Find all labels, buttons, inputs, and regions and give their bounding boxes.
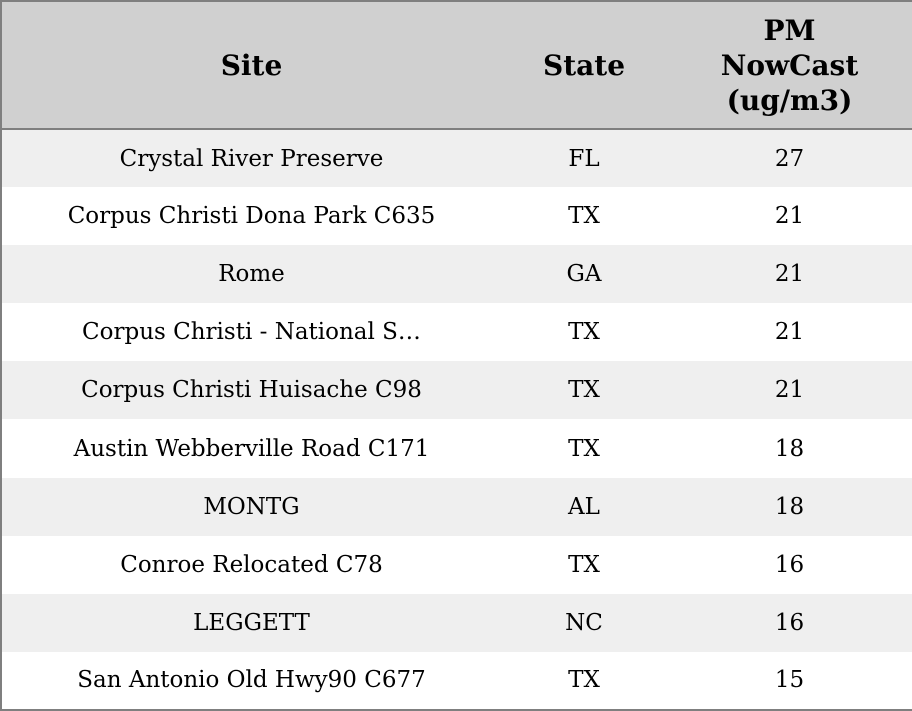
pm-nowcast-cell: 18 (774, 493, 805, 520)
state-cell: FL (568, 145, 600, 172)
table-row: Conroe Relocated C78 TX 16 (1, 535, 912, 594)
table-row: San Antonio Old Hwy90 C677 TX 15 (1, 651, 912, 710)
pm-nowcast-cell: 21 (774, 261, 805, 288)
state-cell: TX (568, 551, 600, 578)
table-row: Corpus Christi Dona Park C635 TX 21 (1, 187, 912, 246)
site-cell: Conroe Relocated C78 (120, 551, 383, 578)
pm-nowcast-column-header-label: PM NowCast (ug/m3) (720, 13, 859, 117)
table-row: Austin Webberville Road C171 TX 18 (1, 419, 912, 478)
state-cell: TX (568, 319, 600, 346)
table-header: Site State PM NowCast (ug/m3) (1, 1, 912, 130)
pm-nowcast-cell: 18 (774, 435, 805, 462)
site-cell: Corpus Christi Huisache C98 (81, 377, 422, 404)
site-cell: Austin Webberville Road C171 (73, 435, 430, 462)
table-row: LEGGETT NC 16 (1, 593, 912, 652)
site-column-header: Site (1, 1, 501, 130)
site-cell: LEGGETT (193, 609, 310, 636)
pm-nowcast-column-header: PM NowCast (ug/m3) (667, 1, 912, 130)
site-cell: Crystal River Preserve (119, 145, 384, 172)
state-cell: NC (565, 609, 603, 636)
state-column-header-label: State (542, 48, 626, 82)
pm-nowcast-cell: 16 (774, 551, 805, 578)
pm-nowcast-cell: 15 (774, 667, 805, 694)
pm-nowcast-cell: 21 (774, 203, 805, 230)
state-cell: TX (568, 377, 600, 404)
table-row: Crystal River Preserve FL 27 (1, 129, 912, 188)
table-row: Corpus Christi Huisache C98 TX 21 (1, 361, 912, 420)
table-row: MONTG AL 18 (1, 477, 912, 536)
pm-nowcast-cell: 16 (774, 609, 805, 636)
site-cell: San Antonio Old Hwy90 C677 (77, 667, 426, 694)
site-column-header-label: Site (220, 48, 283, 82)
state-cell: AL (568, 493, 600, 520)
table-row: Rome GA 21 (1, 245, 912, 304)
state-cell: TX (568, 667, 600, 694)
site-cell: Corpus Christi - National S… (82, 319, 421, 346)
site-cell: Rome (218, 261, 285, 288)
header-row: Site State PM NowCast (ug/m3) (1, 1, 912, 130)
site-cell: Corpus Christi Dona Park C635 (67, 203, 436, 230)
state-cell: TX (568, 203, 600, 230)
table-body: Crystal River Preserve FL 27 Corpus Chri… (1, 129, 912, 710)
site-cell: MONTG (203, 493, 300, 520)
pm-nowcast-cell: 21 (774, 319, 805, 346)
pm-nowcast-cell: 21 (774, 377, 805, 404)
state-cell: GA (566, 261, 602, 288)
pm-nowcast-cell: 27 (774, 145, 805, 172)
state-cell: TX (568, 435, 600, 462)
table-row: Corpus Christi - National S… TX 21 (1, 303, 912, 362)
state-column-header: State (501, 1, 667, 130)
